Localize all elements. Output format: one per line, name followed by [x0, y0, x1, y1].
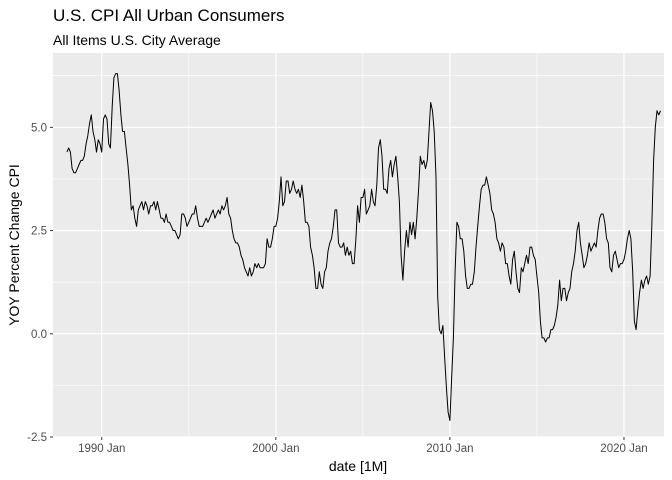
chart-title: U.S. CPI All Urban Consumers — [53, 6, 285, 25]
y-tick-label: 5.0 — [31, 122, 47, 134]
series-line — [66, 73, 661, 421]
y-tick-label: 0.0 — [31, 329, 47, 341]
x-axis: 1990 Jan 2000 Jan 2010 Jan 2020 Jan — [78, 437, 648, 455]
x-tick-label: 1990 Jan — [78, 443, 125, 455]
grid-major — [53, 53, 664, 438]
x-tick-label: 2000 Jan — [252, 443, 299, 455]
y-tick-label: -2.5 — [27, 432, 47, 444]
x-axis-title: date [1M] — [329, 458, 387, 474]
plot-panel — [53, 53, 664, 437]
x-tick-label: 2020 Jan — [600, 443, 647, 455]
y-tick-label: 2.5 — [31, 226, 47, 238]
y-axis-title: YOY Percent Change CPI — [6, 164, 22, 326]
y-axis: -2.5 0.0 2.5 5.0 — [27, 122, 53, 444]
grid-minor — [53, 53, 664, 437]
x-tick-label: 2010 Jan — [426, 443, 473, 455]
chart-subtitle: All Items U.S. City Average — [53, 32, 221, 48]
